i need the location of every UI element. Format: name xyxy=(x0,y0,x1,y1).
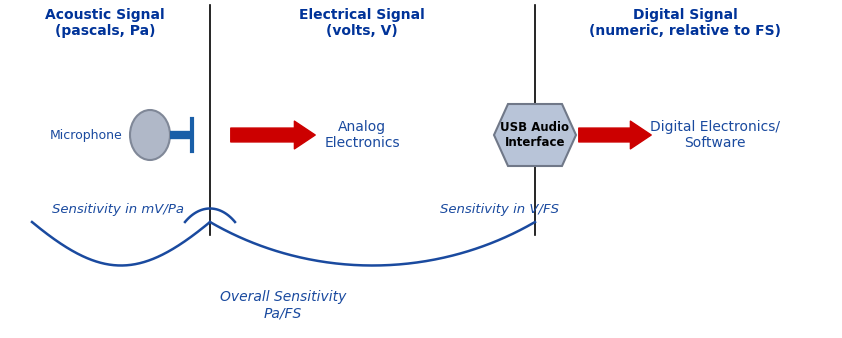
Text: Analog
Electronics: Analog Electronics xyxy=(324,120,400,150)
Text: Sensitivity in mV/Pa: Sensitivity in mV/Pa xyxy=(52,203,184,217)
Text: Acoustic Signal
(pascals, Pa): Acoustic Signal (pascals, Pa) xyxy=(45,8,165,38)
Text: USB Audio
Interface: USB Audio Interface xyxy=(500,121,569,149)
Polygon shape xyxy=(494,104,576,166)
Text: Sensitivity in V/FS: Sensitivity in V/FS xyxy=(440,203,559,217)
Ellipse shape xyxy=(130,110,170,160)
Text: Digital Signal
(numeric, relative to FS): Digital Signal (numeric, relative to FS) xyxy=(589,8,781,38)
Text: Digital Electronics/
Software: Digital Electronics/ Software xyxy=(650,120,780,150)
Text: Overall Sensitivity
Pa/FS: Overall Sensitivity Pa/FS xyxy=(220,290,346,320)
Text: Electrical Signal
(volts, V): Electrical Signal (volts, V) xyxy=(299,8,425,38)
FancyArrowPatch shape xyxy=(231,121,315,149)
Text: Microphone: Microphone xyxy=(50,128,123,142)
FancyArrowPatch shape xyxy=(578,121,651,149)
